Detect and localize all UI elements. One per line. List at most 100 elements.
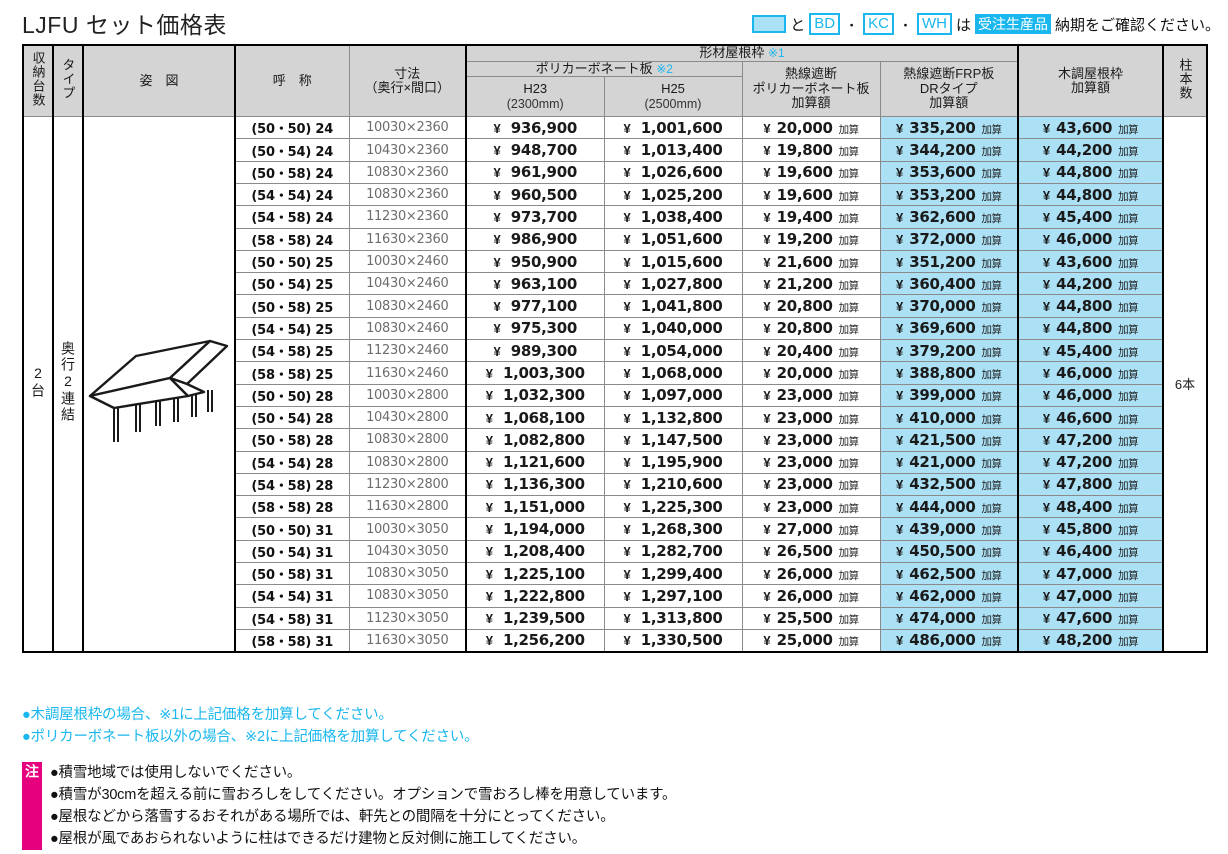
cell-dimension: 10030×3050 xyxy=(348,517,467,541)
amount: 362,600 xyxy=(909,207,976,226)
add-suffix: 加算 xyxy=(1118,480,1139,493)
price-value: ¥369,600 加算 xyxy=(881,319,1018,337)
price-value: ¥1,082,800 xyxy=(467,431,604,449)
amount: 43,600 xyxy=(1056,118,1113,137)
yen-symbol: ¥ xyxy=(623,276,631,292)
yen-symbol: ¥ xyxy=(896,143,904,159)
yen-symbol: ¥ xyxy=(1042,410,1051,426)
price-value: ¥45,800 加算 xyxy=(1019,520,1162,538)
cell-frp: ¥362,600 加算 xyxy=(879,205,1019,229)
yen-symbol: ¥ xyxy=(623,366,631,381)
add-suffix: 加算 xyxy=(838,569,860,582)
amount: 372,000 xyxy=(909,230,976,249)
cell-wood: ¥47,000 加算 xyxy=(1017,562,1164,586)
price-value: ¥370,000 加算 xyxy=(881,297,1018,315)
note-poly-board: ●ポリカーボネート板以外の場合、※2に上記価格を加算してください。 xyxy=(22,729,479,745)
cell-wood: ¥44,800 加算 xyxy=(1017,316,1164,341)
cell-name: (54・58) 24 xyxy=(234,205,350,229)
yen-symbol: ¥ xyxy=(763,477,771,493)
amount: 1,032,300 xyxy=(502,386,585,405)
cell-h25: ¥1,195,900 xyxy=(603,450,743,474)
table-row: 2台 奥行2連結 (50・50) 24 10030×2360 ¥936,900 ¥1,0… xyxy=(22,116,1208,653)
yen-symbol: ¥ xyxy=(623,566,631,582)
cell-h23: ¥1,256,200 xyxy=(465,628,605,653)
add-suffix: 加算 xyxy=(1118,614,1139,627)
yen-symbol: ¥ xyxy=(1042,499,1051,515)
add-suffix: 加算 xyxy=(981,235,1002,248)
add-suffix: 加算 xyxy=(838,636,860,649)
add-suffix: 加算 xyxy=(838,435,860,448)
yen-symbol: ¥ xyxy=(493,143,501,159)
add-suffix: 加算 xyxy=(981,569,1002,582)
yen-symbol: ¥ xyxy=(493,165,501,181)
add-suffix: 加算 xyxy=(981,591,1002,604)
yen-symbol: ¥ xyxy=(493,120,501,136)
cell-heat-poly: ¥23,000 加算 xyxy=(741,495,881,519)
price-value: ¥26,500 加算 xyxy=(743,542,880,560)
yen-symbol: ¥ xyxy=(896,432,904,448)
cell-dimension: 10830×3050 xyxy=(348,584,467,608)
add-suffix: 加算 xyxy=(1118,279,1139,292)
cell-name: (54・54) 25 xyxy=(234,316,350,341)
yen-symbol: ¥ xyxy=(623,477,631,493)
yen-symbol: ¥ xyxy=(896,232,904,248)
amount: 1,194,000 xyxy=(502,520,585,539)
col-header-type: タイプ xyxy=(52,44,84,118)
cell-frp: ¥370,000 加算 xyxy=(879,294,1019,318)
yen-symbol: ¥ xyxy=(763,388,771,404)
cell-heat-poly: ¥26,000 加算 xyxy=(741,584,881,608)
yen-symbol: ¥ xyxy=(493,276,501,292)
yen-symbol: ¥ xyxy=(763,499,771,515)
cell-h25: ¥1,097,000 xyxy=(603,383,743,407)
table-row: (50・58) 31 10830×3050 ¥1,225,100 ¥1,299,400… xyxy=(23,562,1207,586)
price-table-head: 収納台数 タイプ 姿 図 呼 称 寸法 （奥行×間口） 形材屋根枠 ※1 xyxy=(22,44,1208,118)
cell-h23: ¥960,500 xyxy=(465,182,605,207)
add-suffix: 加算 xyxy=(981,369,1002,381)
code-badge-bd: BD xyxy=(809,13,841,35)
price-value: ¥1,121,600 xyxy=(467,453,604,471)
cell-dimension: 10830×2360 xyxy=(348,182,467,207)
yen-symbol: ¥ xyxy=(763,566,771,582)
price-value: ¥1,195,900 xyxy=(605,453,742,471)
add-suffix: 加算 xyxy=(838,502,860,515)
cell-h25: ¥1,147,500 xyxy=(603,428,743,452)
yen-symbol: ¥ xyxy=(623,410,631,426)
add-suffix: 加算 xyxy=(1118,302,1139,315)
yen-symbol: ¥ xyxy=(763,321,771,337)
yen-symbol: ¥ xyxy=(1042,366,1051,381)
header-row-1: 収納台数 タイプ 姿 図 呼 称 寸法 （奥行×間口） 形材屋根枠 ※1 xyxy=(22,44,1208,118)
price-value: ¥27,000 加算 xyxy=(743,520,880,538)
yen-symbol: ¥ xyxy=(896,165,904,181)
cell-wood: ¥45,400 加算 xyxy=(1017,339,1164,363)
amount: 1,210,600 xyxy=(640,475,723,494)
add-suffix: 加算 xyxy=(981,458,1002,471)
cell-h23: ¥1,151,000 xyxy=(465,495,605,519)
table-row: (50・58) 24 10830×2360 ¥961,900 ¥1,026,600 ¥1… xyxy=(23,160,1207,184)
cell-dimension: 11630×2800 xyxy=(348,495,467,519)
cell-dimension: 11630×3050 xyxy=(348,628,467,653)
price-value: ¥399,000 加算 xyxy=(881,386,1018,404)
yen-symbol: ¥ xyxy=(1042,432,1051,448)
amount: 1,025,200 xyxy=(640,185,723,204)
add-suffix: 加算 xyxy=(1118,547,1139,560)
cell-heat-poly: ¥21,600 加算 xyxy=(741,249,881,274)
price-value: ¥21,200 加算 xyxy=(743,275,880,293)
yen-symbol: ¥ xyxy=(896,254,904,270)
yen-symbol: ¥ xyxy=(623,544,631,560)
cell-dimension: 10830×3050 xyxy=(348,562,467,586)
add-suffix: 加算 xyxy=(981,614,1002,627)
col-header-capacity: 収納台数 xyxy=(22,44,54,118)
cell-h23: ¥975,300 xyxy=(465,316,605,341)
cell-h25: ¥1,051,600 xyxy=(603,227,743,251)
yen-symbol: ¥ xyxy=(1042,143,1051,159)
add-suffix: 加算 xyxy=(1118,569,1139,582)
add-suffix: 加算 xyxy=(838,123,860,136)
table-row: (50・54) 25 10430×2460 ¥963,100 ¥1,027,800 ¥2… xyxy=(23,272,1207,296)
amount: 1,038,400 xyxy=(640,207,723,226)
price-value: ¥1,210,600 xyxy=(605,475,742,493)
add-suffix: 加算 xyxy=(1118,190,1139,203)
cell-wood: ¥44,800 加算 xyxy=(1017,160,1164,184)
cell-h25: ¥1,210,600 xyxy=(603,472,743,497)
cell-name: (50・58) 25 xyxy=(234,294,350,318)
yen-symbol: ¥ xyxy=(485,499,493,515)
